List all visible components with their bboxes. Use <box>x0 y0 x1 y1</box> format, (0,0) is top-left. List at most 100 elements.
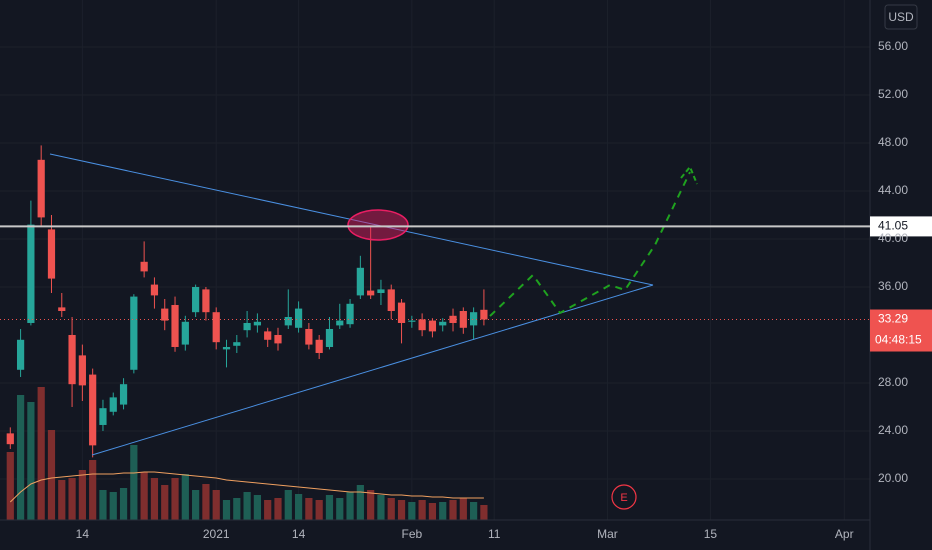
volume-bar <box>274 498 282 520</box>
candle-body <box>264 331 272 340</box>
candle-body <box>181 321 189 345</box>
candle-body <box>387 289 395 311</box>
volume-bar <box>470 502 478 520</box>
trendline-upper <box>49 153 654 286</box>
volume-bar <box>68 478 76 520</box>
candle-body <box>68 334 76 385</box>
arrow-head <box>680 165 698 185</box>
x-tick-label: 14 <box>76 527 90 541</box>
y-tick-label: 44.00 <box>878 183 908 197</box>
candle-body <box>315 339 323 353</box>
volume-bar <box>202 484 210 520</box>
volume-bar <box>16 395 25 520</box>
volume-bar <box>325 495 334 520</box>
earnings-label: E <box>620 492 627 504</box>
candle-body <box>212 312 220 343</box>
x-tick-label: 2021 <box>203 527 230 541</box>
candles <box>6 145 488 458</box>
x-tick-label: 15 <box>704 527 718 541</box>
candle-body <box>47 229 56 279</box>
candle-body <box>6 433 14 445</box>
candle-body <box>150 284 159 296</box>
x-tick-label: 14 <box>292 527 306 541</box>
candle-body <box>37 159 45 218</box>
volume-bar <box>428 503 437 520</box>
horizontal-line-tag <box>870 216 932 237</box>
candle-body <box>130 296 138 370</box>
volume-bar <box>387 498 395 520</box>
candle-body <box>305 328 313 345</box>
currency: USD <box>888 10 914 24</box>
candle-body <box>27 224 35 323</box>
volume-bar <box>222 500 231 520</box>
volume-pane <box>6 387 488 520</box>
x-tick-label: Feb <box>401 527 422 541</box>
volume-bar <box>47 430 56 520</box>
earnings-marker[interactable] <box>611 484 637 510</box>
candle-body <box>192 286 200 313</box>
highlight-ellipse <box>347 209 409 241</box>
y-tick-label: 36.00 <box>878 279 908 293</box>
volume-bar <box>27 402 35 520</box>
countdown: 04:48:15 <box>875 333 922 347</box>
candle-body <box>253 321 261 326</box>
candle-body <box>470 312 478 326</box>
y-tick-label: 48.00 <box>878 135 908 149</box>
volume-bar <box>284 490 292 520</box>
candle-body <box>408 320 416 322</box>
volume-bar <box>253 495 261 520</box>
volume-bar <box>264 500 272 520</box>
volume-bar <box>418 500 426 520</box>
volume-bar <box>212 490 220 520</box>
candle-body <box>449 315 457 323</box>
volume-bar <box>480 505 488 520</box>
y-tick-label: 28.00 <box>878 375 908 389</box>
candle-body <box>99 408 107 425</box>
candle-body <box>356 267 364 296</box>
y-tick-label: 40.00 <box>878 231 908 245</box>
volume-bar <box>58 480 66 520</box>
volume-bar <box>161 485 169 520</box>
volume-bar <box>346 492 354 520</box>
volume-bar <box>150 478 159 520</box>
candle-body <box>119 384 128 405</box>
volume-bar <box>449 500 457 520</box>
candle-body <box>161 308 169 321</box>
volume-bar <box>89 460 97 520</box>
currency-button[interactable] <box>884 4 918 30</box>
candle-body <box>418 319 426 331</box>
last-price-tag <box>870 309 932 352</box>
last-price-label: 33.29 <box>878 312 908 326</box>
volume-bar <box>243 492 251 520</box>
candle-body <box>480 309 488 320</box>
candle-body <box>325 328 334 347</box>
candle-body <box>274 334 282 344</box>
horizontal-line-label: 41.05 <box>878 219 908 233</box>
volume-bar <box>305 498 313 520</box>
volume-bar <box>377 495 385 520</box>
candle-body <box>58 307 66 311</box>
candle-body <box>459 310 467 328</box>
candle-body <box>294 308 303 328</box>
volume-bar <box>109 492 117 520</box>
y-tick-label: 56.00 <box>878 39 908 53</box>
candle-body <box>439 321 447 326</box>
price-labels: 41.05 33.29 04:48:15 <box>0 216 932 352</box>
volume-bar <box>233 498 241 520</box>
volume-bar <box>408 502 416 520</box>
volume-bar <box>397 500 406 520</box>
candle-body <box>140 261 148 272</box>
candle-body <box>336 320 344 326</box>
volume-bar <box>294 494 303 520</box>
volume-bar <box>336 498 344 520</box>
candle-body <box>367 290 375 296</box>
y-tick-label: 20.00 <box>878 471 908 485</box>
volume-bar <box>119 488 128 520</box>
candle-body <box>222 346 231 350</box>
volume-bar <box>99 490 107 520</box>
volume-bar <box>192 490 200 520</box>
candle-body <box>109 397 117 412</box>
volume-bar <box>181 474 189 520</box>
